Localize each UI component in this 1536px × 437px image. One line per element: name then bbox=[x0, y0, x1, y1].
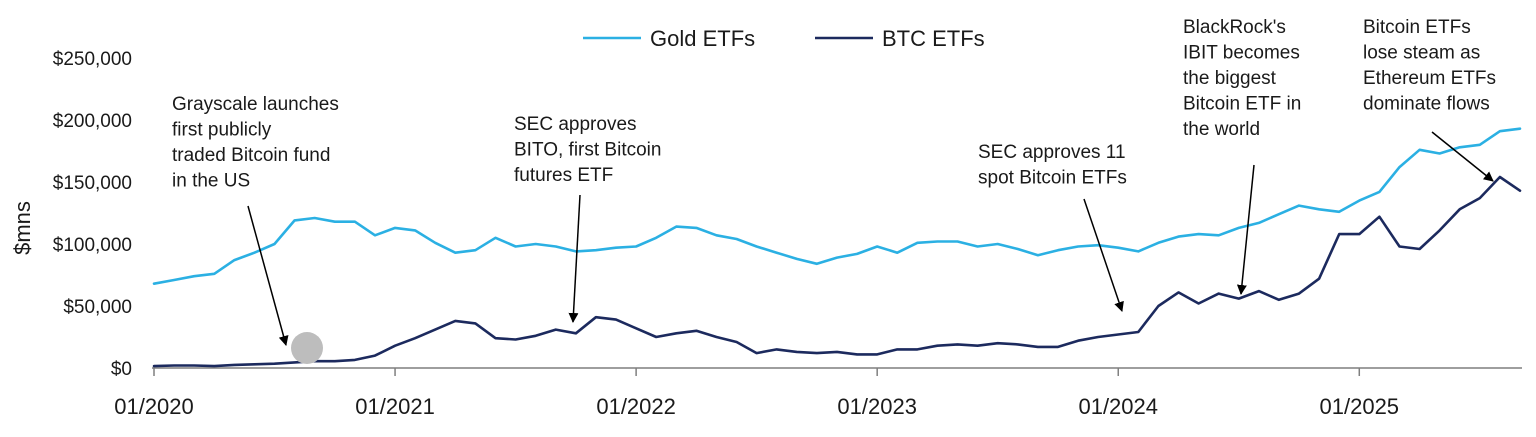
y-tick-label: $200,000 bbox=[53, 111, 132, 132]
annotation-spot-btc-line: SEC approves 11 bbox=[978, 142, 1126, 163]
x-tick-label: 01/2025 bbox=[1320, 394, 1400, 419]
arrow-ibit bbox=[1236, 164, 1255, 295]
y-axis-label: $mns bbox=[10, 201, 35, 255]
x-tick-label: 01/2023 bbox=[837, 394, 917, 419]
arrow-eth-flows bbox=[1431, 131, 1494, 182]
annotation-ibit: BlackRock's IBIT becomes the biggest Bitcoi… bbox=[1183, 17, 1301, 140]
annotation-spot-btc: SEC approves 11 spot Bitcoin ETFs bbox=[978, 142, 1127, 189]
arrow-bito bbox=[568, 194, 581, 323]
annotation-eth-flows-line: lose steam as bbox=[1363, 43, 1480, 64]
legend-label-gold: Gold ETFs bbox=[650, 26, 755, 51]
y-tick-label: $250,000 bbox=[53, 49, 132, 70]
annotation-ibit-line: the biggest bbox=[1183, 68, 1277, 89]
grayscale-marker-dot bbox=[291, 332, 323, 364]
annotation-ibit-line: the world bbox=[1183, 119, 1260, 140]
annotation-arrows bbox=[247, 131, 1494, 346]
annotation-ibit-line: Bitcoin ETF in bbox=[1183, 94, 1301, 115]
series-layer bbox=[152, 127, 1522, 368]
x-tick-label: 01/2024 bbox=[1078, 394, 1158, 419]
y-tick-label: $150,000 bbox=[53, 173, 132, 194]
annotation-bito-line: BITO, first Bitcoin bbox=[514, 140, 661, 161]
legend: Gold ETFs BTC ETFs bbox=[583, 26, 985, 51]
x-tick-label: 01/2020 bbox=[114, 394, 194, 419]
annotations: Grayscale launches first publicly traded B… bbox=[172, 17, 1496, 192]
y-tick-label: $50,000 bbox=[63, 297, 132, 318]
annotation-ibit-line: IBIT becomes bbox=[1183, 43, 1300, 64]
series-line-gold-etfs bbox=[152, 127, 1522, 286]
annotation-spot-btc-line: spot Bitcoin ETFs bbox=[978, 168, 1127, 189]
annotation-bito-line: futures ETF bbox=[514, 165, 613, 186]
x-axis-ticks: 01/2020 01/2021 01/2022 01/2023 01/2024 01/20… bbox=[114, 368, 1399, 419]
arrow-grayscale bbox=[247, 205, 289, 346]
annotation-bito: SEC approves BITO, first Bitcoin futures E… bbox=[514, 114, 661, 186]
x-tick-label: 01/2021 bbox=[355, 394, 435, 419]
annotation-eth-flows-line: Ethereum ETFs bbox=[1363, 68, 1496, 89]
y-axis-ticks: $0 $50,000 $100,000 $150,000 $200,000 $250,00… bbox=[53, 49, 132, 380]
y-tick-label: $0 bbox=[111, 359, 132, 380]
annotation-grayscale-line: Grayscale launches bbox=[172, 94, 339, 115]
annotation-bito-line: SEC approves bbox=[514, 114, 637, 135]
series-line-btc-etfs bbox=[152, 175, 1522, 368]
y-tick-label: $100,000 bbox=[53, 235, 132, 256]
arrow-spot-btc bbox=[1083, 198, 1124, 312]
annotation-ibit-line: BlackRock's bbox=[1183, 17, 1286, 38]
annotation-eth-flows: Bitcoin ETFs lose steam as Ethereum ETFs do… bbox=[1363, 17, 1496, 115]
annotation-grayscale-line: in the US bbox=[172, 171, 250, 192]
annotation-grayscale-line: traded Bitcoin fund bbox=[172, 145, 330, 166]
annotation-grayscale: Grayscale launches first publicly traded B… bbox=[172, 94, 339, 192]
x-tick-label: 01/2022 bbox=[596, 394, 676, 419]
legend-label-btc: BTC ETFs bbox=[882, 26, 985, 51]
annotation-eth-flows-line: dominate flows bbox=[1363, 94, 1490, 115]
annotation-grayscale-line: first publicly bbox=[172, 120, 272, 141]
annotation-eth-flows-line: Bitcoin ETFs bbox=[1363, 17, 1471, 38]
